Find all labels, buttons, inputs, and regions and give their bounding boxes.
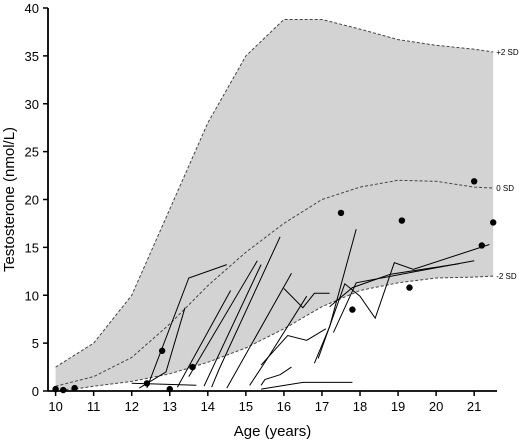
x-tick-label-7: 17 [315,399,329,414]
subject-line-11 [260,328,327,366]
x-tick-label-4: 14 [201,399,215,414]
data-point-8 [349,306,356,313]
reference-label-1: 0 SD [496,184,514,193]
subject-line-9 [260,366,292,386]
reference-curve-0 [55,19,494,368]
data-point-11 [470,178,478,185]
data-point-1 [60,386,67,394]
data-point-3 [143,380,151,387]
x-tick-label-2: 12 [124,399,138,414]
y-tick-label-8: 40 [25,1,39,16]
x-tick-label-9: 19 [391,399,405,414]
data-point-12 [478,242,485,249]
x-tick-label-0: 10 [48,399,62,414]
y-tick-label-6: 30 [25,97,39,112]
reference-curve-2 [55,275,494,391]
data-point-9 [398,217,406,224]
y-tick-label-2: 10 [25,288,39,303]
reference-label-2: -2 SD [496,272,517,281]
data-point-6 [189,363,196,371]
subject-line-10 [261,381,353,390]
subject-line-3 [176,290,232,388]
reference-curve-1 [55,179,494,387]
subject-line-12 [283,288,330,309]
subject-line-6 [211,236,281,388]
x-tick-label-5: 15 [239,399,253,414]
subject-line-16 [332,260,475,333]
y-tick-label-5: 25 [25,145,39,160]
x-tick-label-8: 18 [353,399,367,414]
x-tick-label-10: 20 [429,399,443,414]
x-tick-label-11: 21 [467,399,481,414]
reference-label-0: +2 SD [496,48,519,57]
data-point-2 [71,384,78,392]
data-point-4 [158,347,166,354]
y-axis-title: Testosterone (nmol/L) [1,127,18,272]
subject-line-5 [203,264,262,387]
subject-line-14 [317,244,490,359]
data-point-7 [337,209,345,217]
data-point-13 [489,219,497,226]
y-tick-label-7: 35 [25,49,39,64]
y-tick-label-1: 5 [32,336,39,351]
x-tick-label-1: 11 [87,399,101,414]
data-point-10 [406,284,413,291]
subject-line-15 [329,263,459,308]
x-axis-title: Age (years) [234,423,312,440]
y-tick-label-0: 0 [32,384,39,399]
subject-line-2 [131,382,197,386]
y-tick-label-3: 15 [25,240,39,255]
x-tick-label-6: 16 [277,399,291,414]
subject-line-7 [226,272,292,389]
x-tick-label-3: 13 [163,399,177,414]
y-tick-label-4: 20 [25,193,39,208]
subject-line-4 [188,260,258,377]
reference-band [55,19,494,390]
